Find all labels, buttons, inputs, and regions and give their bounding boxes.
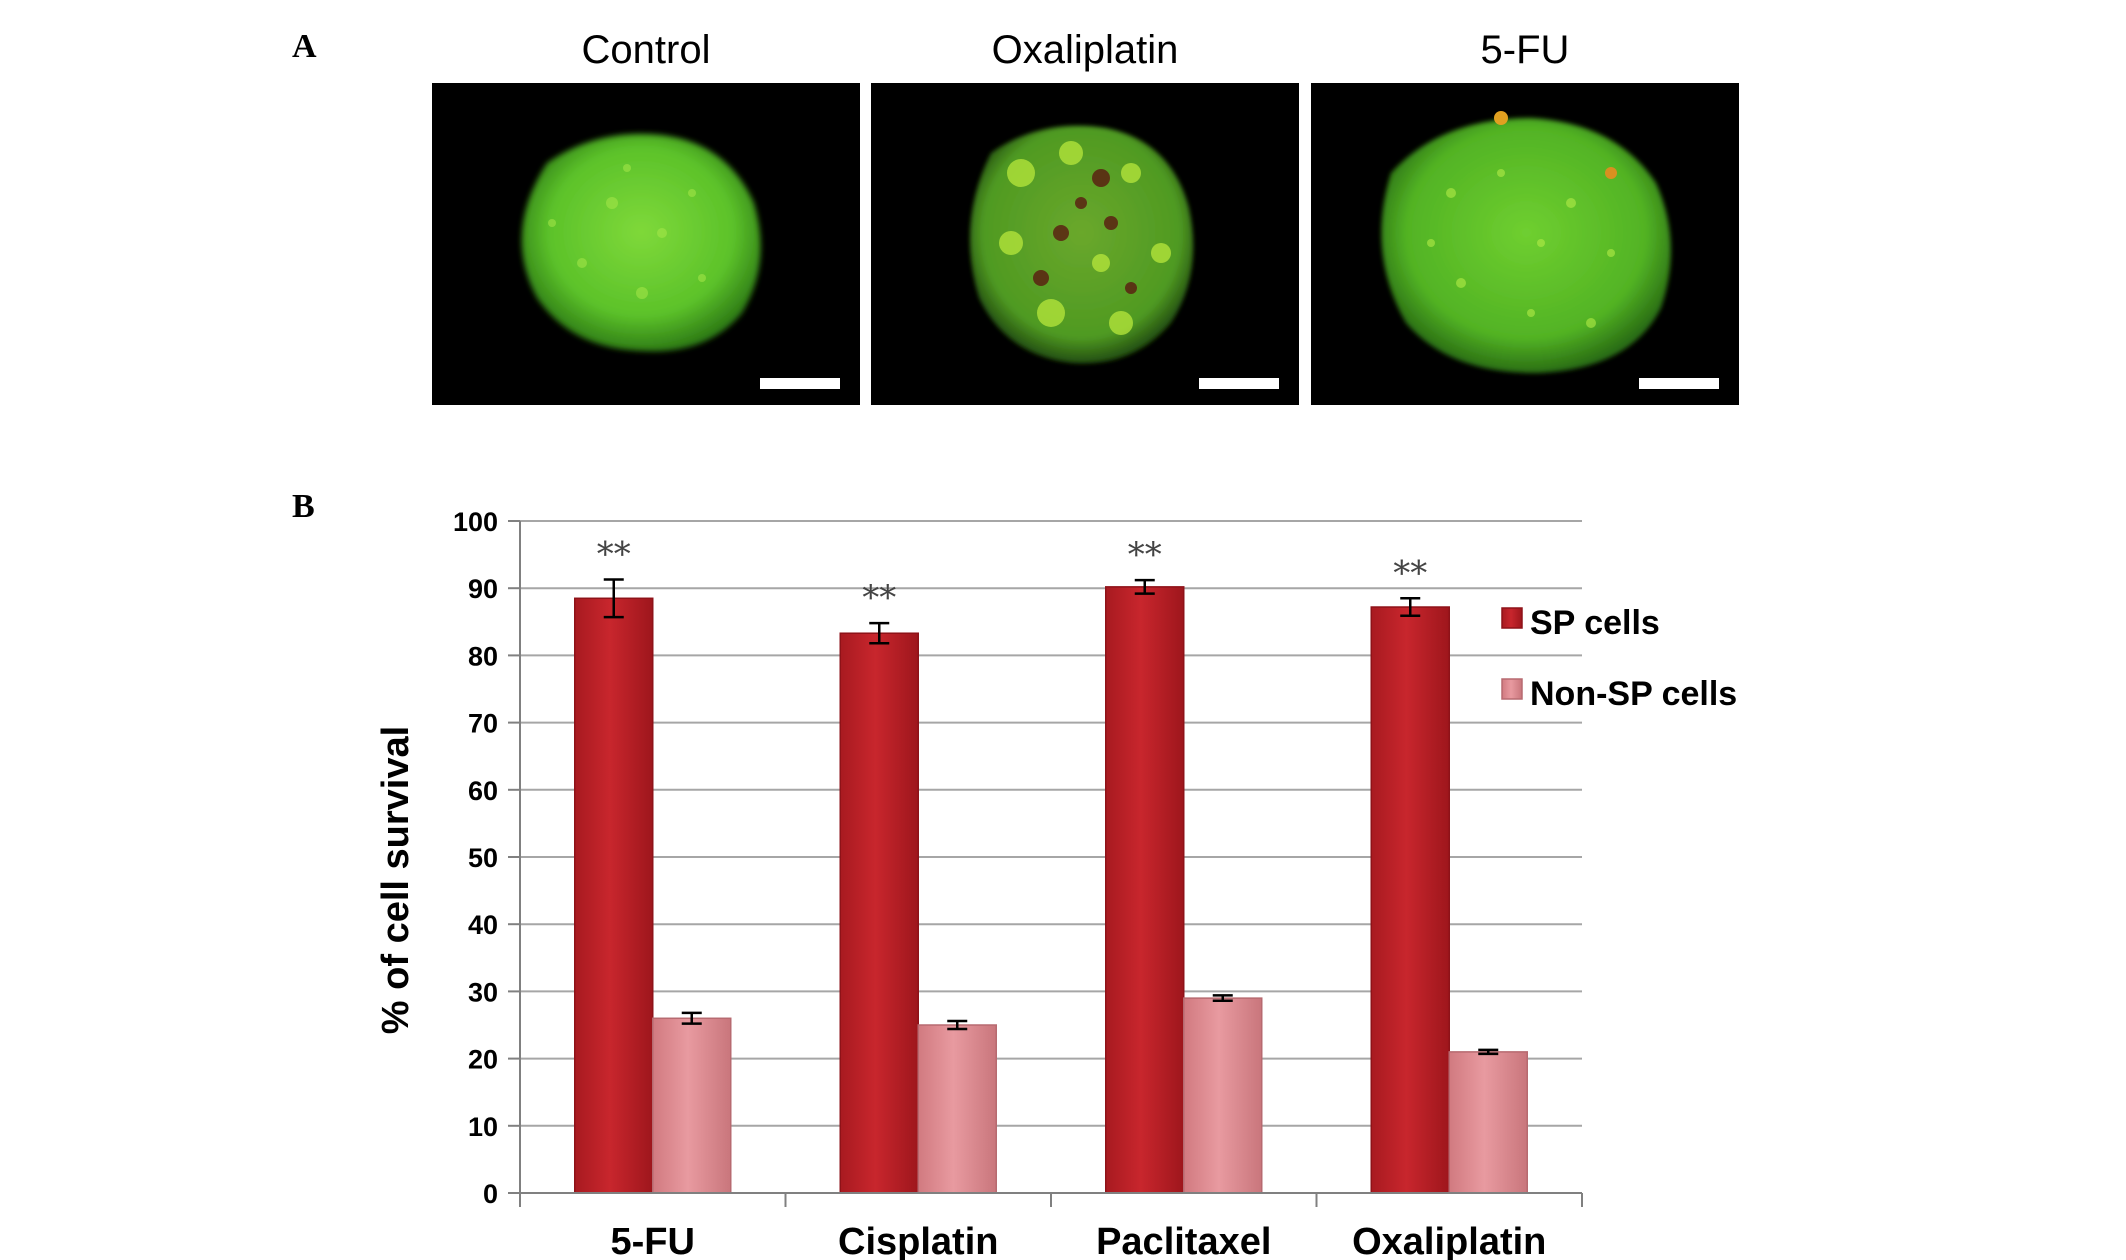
x-category-label: Paclitaxel [1096,1221,1271,1260]
legend-swatch [1501,678,1523,700]
axes [519,521,1583,1207]
scale-bar [1199,378,1279,389]
x-axis-categories: 5-FU Cisplatin Paclitaxel Oxaliplatin [611,1221,1547,1260]
image-title-oxaliplatin: Oxaliplatin [991,28,1179,72]
significance-marker: ** [597,534,631,574]
micrograph-5fu [1311,83,1739,405]
bar-non-sp-cells [917,1024,997,1194]
y-tick-label: 70 [468,709,498,739]
y-tick-label: 10 [468,1112,498,1142]
error-bar [947,1019,968,1031]
error-bar [1134,578,1155,595]
panel-b-letter: B [292,488,315,525]
legend-label: SP cells [1530,604,1660,642]
significance-marker: ** [862,578,896,618]
significance-marker: ** [1393,553,1427,593]
bar-sp-cells [1370,606,1450,1194]
x-category-label: Oxaliplatin [1352,1221,1546,1260]
error-bar [1212,994,1233,1003]
y-tick-label: 30 [468,977,498,1007]
y-axis-ticks: 0 10 20 30 40 50 60 70 80 90 100 [453,507,520,1209]
y-tick-label: 0 [483,1179,498,1209]
scale-bar [1639,378,1719,389]
panel-a-letter: A [292,28,317,65]
y-tick-label: 100 [453,507,498,537]
micrograph-oxaliplatin [871,83,1299,405]
error-bar [1478,1048,1499,1056]
y-tick-label: 80 [468,641,498,671]
bar-non-sp-cells [652,1017,732,1194]
legend-label: Non-SP cells [1530,675,1737,713]
y-tick-label: 90 [468,574,498,604]
y-tick-label: 20 [468,1045,498,1075]
x-category-label: 5-FU [611,1221,695,1260]
bar-sp-cells [1105,586,1185,1194]
micrograph-control [432,83,860,405]
bar-non-sp-cells [1448,1051,1528,1194]
bar-sp-cells [574,597,654,1194]
legend-swatch [1501,607,1523,629]
error-bar [681,1011,702,1025]
y-tick-label: 50 [468,843,498,873]
bar-sp-cells [839,632,919,1194]
legend: SP cells Non-SP cells [1501,604,1737,713]
y-tick-label: 60 [468,776,498,806]
x-category-label: Cisplatin [838,1221,998,1260]
bar-non-sp-cells [1183,997,1263,1194]
y-axis-label: % of cell survival [375,726,417,1034]
image-title-control: Control [581,28,711,72]
significance-marker: ** [1128,535,1162,575]
error-bar [869,621,890,645]
error-bar [603,578,624,619]
image-title-5fu: 5-FU [1480,28,1570,72]
y-tick-label: 40 [468,910,498,940]
error-bar [1400,597,1421,618]
bars: ** ** ** ** [574,534,1528,1194]
scale-bar [760,378,840,389]
